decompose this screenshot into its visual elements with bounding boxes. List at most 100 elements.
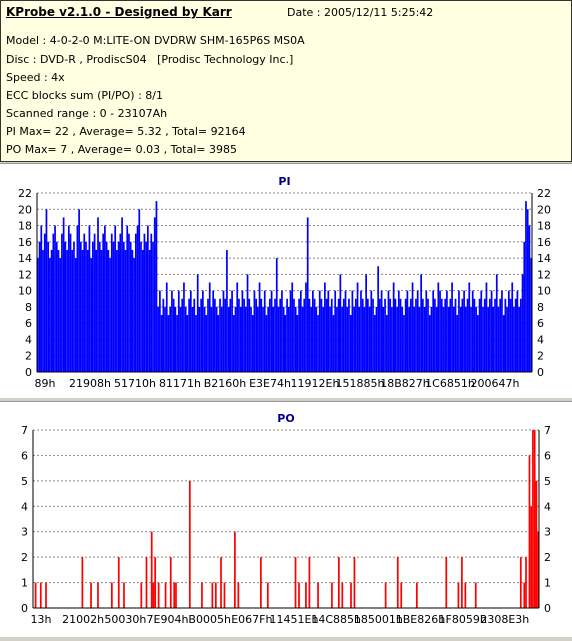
bar (391, 306, 393, 372)
y-tick-label-left: 7 (21, 424, 28, 437)
bar (528, 225, 531, 372)
bar (325, 298, 328, 372)
bar (499, 298, 502, 372)
bar (301, 306, 304, 372)
po-chart-panel: PO 0 0 1 1 2 2 3 3 4 4 5 5 6 6 7 7 13h 21002h 50030h 7E904h B… (0, 401, 572, 637)
bar (73, 241, 75, 372)
x-tick-label: 11451Eh (270, 613, 319, 626)
bar (294, 557, 297, 608)
bar (501, 290, 503, 372)
bar (471, 290, 474, 372)
bar (339, 274, 342, 372)
bar (401, 306, 404, 372)
bar (145, 557, 148, 608)
bar (176, 315, 178, 372)
bar (380, 290, 383, 372)
bar (117, 241, 120, 372)
bar (434, 298, 436, 372)
bar (219, 298, 221, 372)
bar (456, 315, 459, 372)
bar (289, 290, 292, 372)
bar (186, 315, 189, 372)
bar (368, 306, 371, 372)
y-tick-label-left: 6 (21, 449, 28, 462)
bar (61, 233, 63, 372)
info-disc: Disc : DVD-R , ProdiscS04 [Prodisc Techn… (6, 53, 294, 66)
bar (244, 306, 247, 372)
bar (354, 298, 357, 372)
bar (318, 290, 321, 372)
bar (530, 258, 532, 372)
bar (350, 582, 352, 608)
bar (76, 225, 79, 372)
bar (356, 282, 359, 372)
bar (416, 290, 419, 372)
y-tick-label-left: 6 (25, 317, 32, 330)
bar (400, 582, 403, 608)
bar (361, 298, 364, 372)
bar (451, 282, 453, 372)
bar (126, 225, 129, 372)
bar (153, 217, 156, 372)
bar (147, 225, 149, 372)
bar (464, 582, 467, 608)
bar (442, 306, 445, 372)
bar (341, 582, 344, 608)
bar (408, 306, 410, 372)
bar (489, 298, 491, 372)
bar (43, 233, 46, 372)
y-tick-label-right: 16 (537, 236, 551, 249)
bar (432, 290, 435, 372)
bar (234, 306, 237, 372)
bar (121, 217, 123, 372)
bar (239, 306, 242, 372)
bar (191, 306, 194, 372)
bar (382, 306, 385, 372)
bar (427, 298, 429, 372)
x-tick-label: B0005h (188, 613, 231, 626)
scan-date: Date : 2005/12/11 5:25:42 (287, 6, 434, 19)
bar (511, 282, 514, 372)
bar (425, 290, 428, 372)
bar (428, 315, 431, 372)
bar (519, 298, 522, 372)
bar (513, 306, 515, 372)
bar (211, 582, 214, 608)
bar (461, 298, 464, 372)
bar (403, 315, 405, 372)
bar (141, 249, 144, 372)
bar (181, 298, 184, 372)
bar (241, 290, 244, 372)
y-tick-label-left: 16 (18, 236, 32, 249)
y-tick-label-left: 14 (18, 252, 32, 265)
bar (418, 306, 421, 372)
bar (97, 217, 99, 372)
bar (172, 298, 175, 372)
y-tick-label-right: 8 (537, 301, 544, 314)
bar (502, 315, 505, 372)
bar (406, 290, 409, 372)
bar (532, 430, 534, 608)
bar (308, 557, 311, 608)
info-speed: Speed : 4x (6, 71, 65, 84)
bar (384, 582, 387, 608)
x-tick-label: 89h (35, 377, 56, 390)
bar (411, 282, 414, 372)
x-tick-label: 18B827h (380, 377, 430, 390)
bar (71, 249, 74, 372)
bar (439, 290, 441, 372)
bar (183, 282, 185, 372)
bar (535, 480, 538, 608)
bar (171, 290, 173, 372)
bar (389, 298, 392, 372)
bar (422, 298, 424, 372)
bar (306, 217, 309, 372)
bar (229, 298, 232, 372)
bar (123, 582, 125, 608)
chart-title: PO (277, 412, 294, 425)
bar (117, 557, 120, 608)
bar (423, 306, 426, 372)
bar (396, 557, 399, 608)
bar (110, 233, 113, 372)
bar (140, 582, 143, 608)
